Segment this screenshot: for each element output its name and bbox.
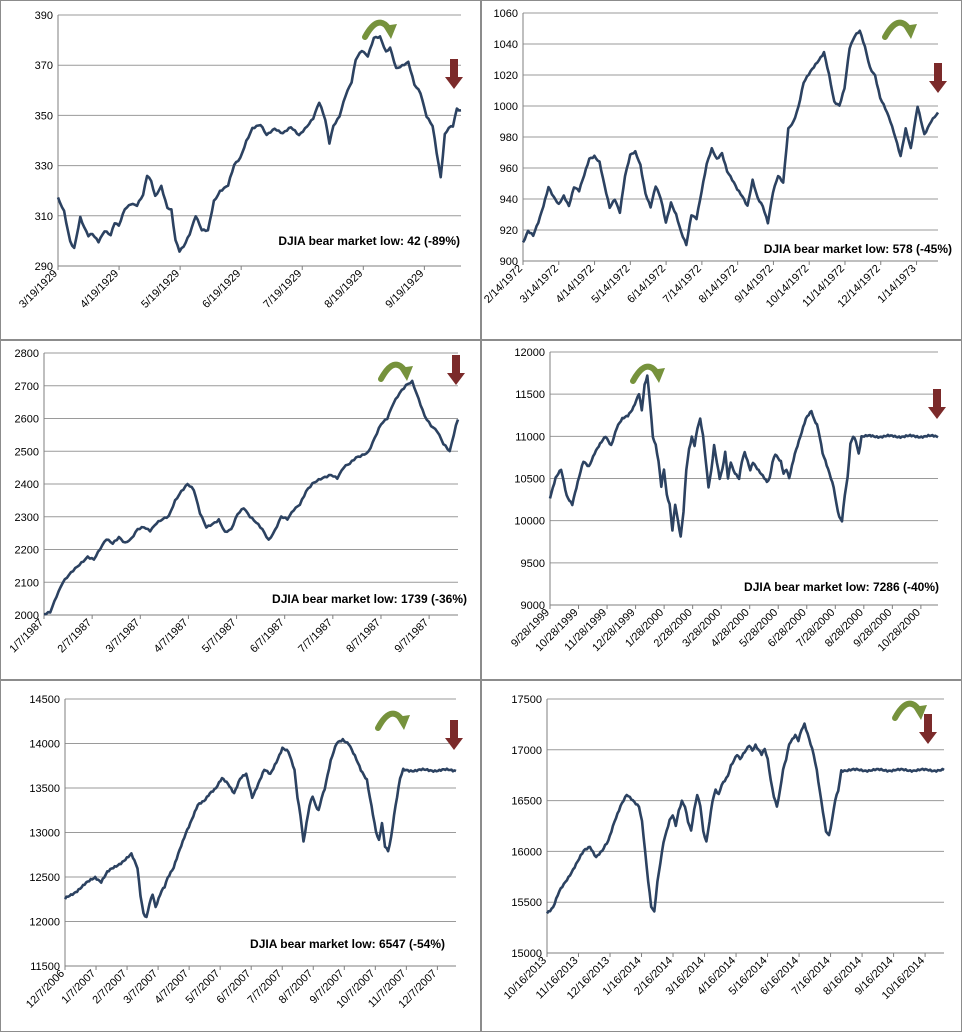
- chart-panel-2007: 11500 12000 12500 13000 13500 14000 14500 12/7/…: [0, 680, 481, 1032]
- bear-market-annotation: DJIA bear market low: 1739 (-36%): [272, 592, 467, 606]
- y-tick-label: 14500: [29, 694, 60, 706]
- line-chart-2007: 11500 12000 12500 13000 13500 14000 14500 12/7/…: [24, 694, 463, 1011]
- y-tick-label: 960: [500, 163, 518, 175]
- y-tick-label: 2700: [15, 381, 39, 393]
- y-tick-label: 1020: [494, 70, 518, 82]
- y-tick-label: 16000: [511, 846, 542, 858]
- x-tick-label: 6/19/1929: [200, 268, 243, 311]
- series-line: [545, 722, 945, 915]
- x-tick-label: 8/7/1987: [344, 617, 383, 656]
- down-arrow-icon: [929, 63, 947, 93]
- line-chart-1987: 2000 2100 2200 2300 2400 2500 2600 2700 2800 1/7/…: [7, 348, 467, 656]
- y-tick-label: 1040: [494, 39, 518, 51]
- x-tick-label: 4/7/1987: [152, 617, 191, 656]
- x-tick-label: 9/19/1929: [383, 268, 426, 311]
- x-tick-label: 7/7/1987: [296, 617, 335, 656]
- y-tick-label: 10500: [514, 474, 545, 486]
- bear-market-annotation: DJIA bear market low: 7286 (-40%): [744, 580, 939, 594]
- y-tick-label: 11500: [515, 389, 545, 401]
- line-chart-1972: 90092094096098010001020104010602/14/1972…: [482, 8, 952, 310]
- y-tick-label: 2400: [15, 479, 39, 491]
- x-tick-label: 7/19/1929: [261, 268, 304, 311]
- y-tick-label: 2100: [15, 577, 39, 589]
- chart-panel-2014: 15000 15500 16000 16500 17000 17500 10/16/2013…: [481, 680, 962, 1032]
- y-tick-label: 11500: [30, 961, 60, 973]
- x-tick-label: 3/7/1987: [104, 617, 143, 656]
- y-tick-label: 290: [35, 261, 53, 273]
- curved-top-arrow-icon: [892, 700, 927, 721]
- series-line: [56, 35, 462, 253]
- y-tick-label: 330: [35, 161, 53, 173]
- series-line: [43, 379, 460, 616]
- curved-top-arrow-icon: [630, 363, 665, 384]
- y-tick-label: 17500: [511, 694, 542, 706]
- x-tick-label: 8/19/1929: [322, 268, 365, 311]
- y-tick-label: 9500: [521, 558, 545, 570]
- down-arrow-icon: [919, 714, 937, 744]
- y-tick-label: 900: [500, 256, 518, 268]
- y-tick-label: 2600: [15, 414, 39, 426]
- series-line: [521, 29, 940, 247]
- series-line: [548, 374, 939, 538]
- line-chart-2014: 15000155001600016500170001750010/16/2013…: [502, 694, 945, 1002]
- x-tick-label: 1/14/1973: [876, 263, 919, 306]
- y-tick-label: 12500: [29, 872, 60, 884]
- line-chart-1929: 290 310 330 350 370 390 3/19/1929 4/19/1929 5/19…: [17, 10, 463, 311]
- y-tick-label: 2500: [15, 446, 39, 458]
- y-tick-label: 980: [500, 132, 518, 144]
- y-tick-label: 14000: [29, 739, 60, 751]
- y-tick-label: 13500: [29, 783, 60, 795]
- y-tick-label: 10000: [514, 516, 545, 528]
- series-line: [63, 737, 457, 919]
- x-tick-label: 5/7/1987: [200, 617, 239, 656]
- bear-market-annotation: DJIA bear market low: 6547 (-54%): [250, 937, 445, 951]
- y-tick-label: 2200: [15, 545, 39, 557]
- y-tick-label: 310: [35, 211, 53, 223]
- bear-market-annotation: DJIA bear market low: 578 (-45%): [764, 242, 952, 256]
- line-chart-2000: 9000950010000105001100011500120009/28/19…: [509, 347, 946, 654]
- x-tick-label: 9/7/1987: [392, 617, 431, 656]
- y-tick-label: 350: [35, 110, 53, 122]
- y-tick-label: 1060: [494, 8, 518, 20]
- chart-panel-1929: 290 310 330 350 370 390 3/19/1929 4/19/1929 5/19…: [0, 0, 481, 340]
- curved-top-arrow-icon: [378, 361, 413, 382]
- down-arrow-icon: [445, 59, 463, 89]
- x-tick-label: 4/19/1929: [78, 268, 121, 311]
- y-tick-label: 15500: [511, 897, 542, 909]
- curved-top-arrow-icon: [375, 710, 410, 731]
- x-tick-label: 6/7/1987: [248, 617, 287, 656]
- x-tick-label: 3/19/1929: [17, 268, 60, 311]
- y-tick-label: 12000: [514, 347, 545, 359]
- y-tick-label: 390: [35, 10, 53, 22]
- down-arrow-icon: [445, 720, 463, 750]
- y-tick-label: 11000: [515, 431, 545, 443]
- y-tick-label: 2000: [15, 610, 39, 622]
- curved-top-arrow-icon: [882, 19, 917, 40]
- y-tick-label: 940: [500, 194, 518, 206]
- y-tick-label: 2300: [15, 512, 39, 524]
- y-tick-label: 13000: [29, 828, 60, 840]
- y-tick-label: 2800: [15, 348, 39, 360]
- y-tick-label: 17000: [511, 745, 542, 757]
- y-tick-label: 16500: [511, 796, 542, 808]
- chart-panel-2000: 9000 9500 10000 10500 11000 11500 12000 9/28/19…: [481, 340, 962, 680]
- down-arrow-icon: [447, 355, 465, 385]
- chart-panel-1987: 2000 2100 2200 2300 2400 2500 2600 2700 2800 1/7/…: [0, 340, 481, 680]
- y-tick-label: 920: [500, 225, 518, 237]
- y-tick-label: 15000: [511, 948, 542, 960]
- x-tick-label: 1/7/1987: [7, 617, 46, 656]
- x-tick-label: 12/7/2006: [24, 968, 67, 1011]
- y-tick-label: 1000: [494, 101, 518, 113]
- chart-panel-1972: 900 920 940 960 980 1000 1020 1040 1060 2/14/1972…: [481, 0, 962, 340]
- y-tick-label: 370: [35, 60, 53, 72]
- bear-market-annotation: DJIA bear market low: 42 (-89%): [278, 234, 460, 248]
- curved-top-arrow-icon: [362, 19, 397, 40]
- down-arrow-icon: [928, 389, 946, 419]
- x-tick-label: 2/7/1987: [55, 617, 94, 656]
- y-tick-label: 12000: [29, 917, 60, 929]
- x-tick-label: 5/19/1929: [139, 268, 182, 311]
- y-tick-label: 9000: [521, 600, 545, 612]
